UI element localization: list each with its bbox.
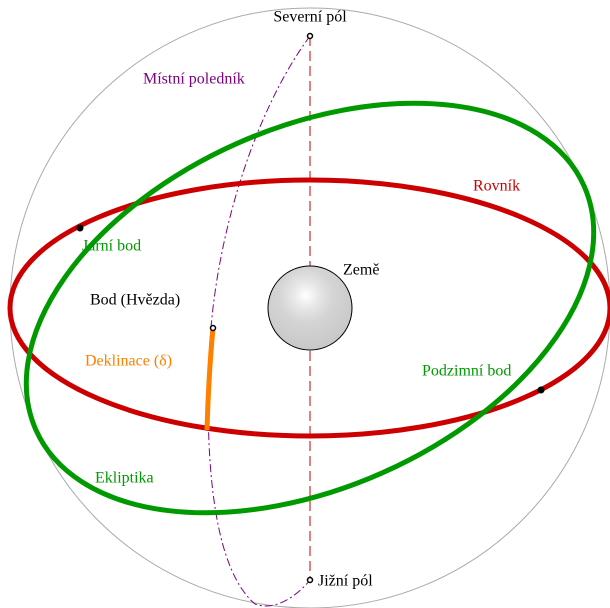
page: Severní pól Místní poledník Rovník Jarní… — [0, 0, 610, 608]
label: Jarní bod — [82, 238, 141, 255]
label: Ekliptika — [95, 470, 154, 487]
label: Rovník — [473, 178, 520, 195]
label: Bod (Hvězda) — [90, 292, 180, 309]
label: Podzimní bod — [422, 363, 511, 380]
label: Místní poledník — [143, 71, 245, 88]
label: Jižní pól — [318, 573, 373, 590]
earth — [268, 266, 352, 350]
autumnal-point — [538, 387, 545, 394]
south-pole-point — [308, 578, 313, 583]
north-pole-point — [308, 34, 313, 39]
label: Země — [343, 262, 379, 279]
declination-arc — [207, 328, 213, 430]
star-point — [211, 326, 216, 331]
label: Deklinace (δ) — [85, 353, 172, 370]
label: Severní pól — [273, 9, 347, 26]
diagram: Severní pól Místní poledník Rovník Jarní… — [0, 0, 610, 608]
vernal-point — [77, 225, 84, 232]
